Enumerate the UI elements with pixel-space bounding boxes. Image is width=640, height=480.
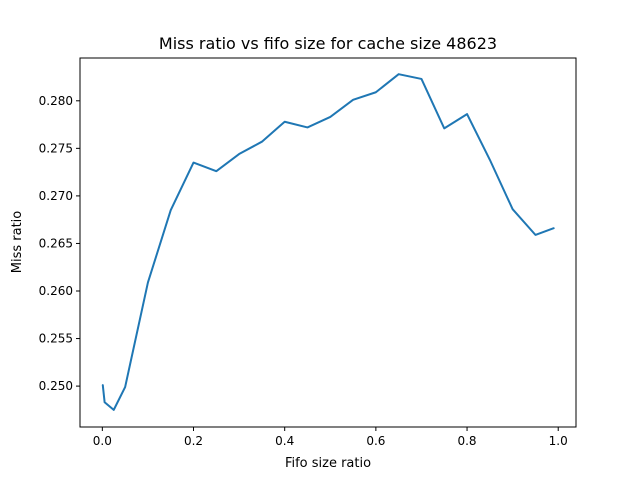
x-tick-label: 1.0: [549, 434, 568, 448]
y-tick-label: 0.260: [39, 284, 73, 298]
series-line: [101, 73, 555, 411]
y-tick-label: 0.265: [39, 236, 73, 250]
x-axis-ticks: 0.0 0.2 0.4 0.6 0.8 1.0: [93, 427, 568, 448]
x-tick-label: 0.6: [366, 434, 385, 448]
x-tick-label: 0.0: [93, 434, 112, 448]
x-tick-label: 0.4: [275, 434, 294, 448]
x-tick-label: 0.8: [457, 434, 476, 448]
y-tick-label: 0.275: [39, 141, 73, 155]
y-tick-label: 0.270: [39, 189, 73, 203]
plot-area: 0.0 0.2 0.4 0.6 0.8 1.0 0.2500.2550.2600.2650…: [39, 57, 577, 448]
y-tick-label: 0.250: [39, 379, 73, 393]
x-axis-label: Fifo size ratio: [285, 456, 371, 471]
y-axis-label: Miss ratio: [10, 211, 25, 274]
y-axis-ticks: 0.250 0.255 0.260 0.265 0.270 0.275 0.280: [39, 94, 80, 393]
plot-frame: [79, 57, 577, 428]
chart-title: Miss ratio vs fifo size for cache size 4…: [159, 34, 497, 53]
y-tick-label: 0.280: [39, 94, 73, 108]
x-tick-label: 0.2: [184, 434, 203, 448]
y-tick-label: 0.255: [39, 332, 73, 346]
